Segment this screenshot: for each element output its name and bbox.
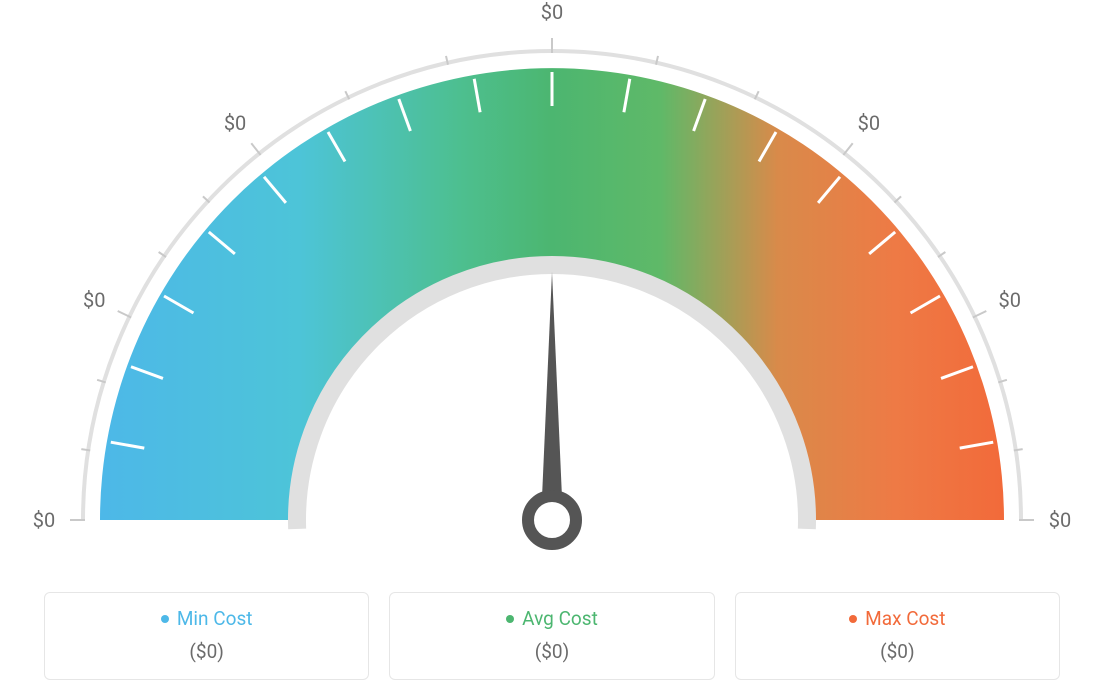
gauge-tick-label: $0 (1049, 508, 1071, 532)
legend-value-min: ($0) (45, 640, 368, 663)
legend-text-max: Max Cost (865, 607, 945, 630)
gauge-tick-label: $0 (858, 111, 880, 135)
legend-card-max: Max Cost ($0) (735, 592, 1060, 680)
gauge-tick-label: $0 (33, 508, 55, 532)
legend-dot-avg (506, 615, 514, 623)
legend-text-avg: Avg Cost (522, 607, 598, 630)
legend-text-min: Min Cost (177, 607, 253, 630)
gauge-tick-label: $0 (541, 0, 563, 24)
gauge-tick-label: $0 (224, 111, 246, 135)
gauge-tick-label: $0 (998, 288, 1020, 312)
legend-label-max: Max Cost (849, 607, 945, 630)
legend-label-avg: Avg Cost (506, 607, 598, 630)
legend-row: Min Cost ($0) Avg Cost ($0) Max Cost ($0… (0, 592, 1104, 680)
legend-value-max: ($0) (736, 640, 1059, 663)
legend-value-avg: ($0) (390, 640, 713, 663)
legend-dot-min (161, 615, 169, 623)
legend-card-avg: Avg Cost ($0) (389, 592, 714, 680)
gauge-container: $0 $0 $0 $0 $0 $0 $0 (0, 0, 1104, 560)
gauge-tick-label: $0 (83, 288, 105, 312)
gauge-chart (0, 0, 1104, 560)
legend-label-min: Min Cost (161, 607, 253, 630)
legend-card-min: Min Cost ($0) (44, 592, 369, 680)
legend-dot-max (849, 615, 857, 623)
